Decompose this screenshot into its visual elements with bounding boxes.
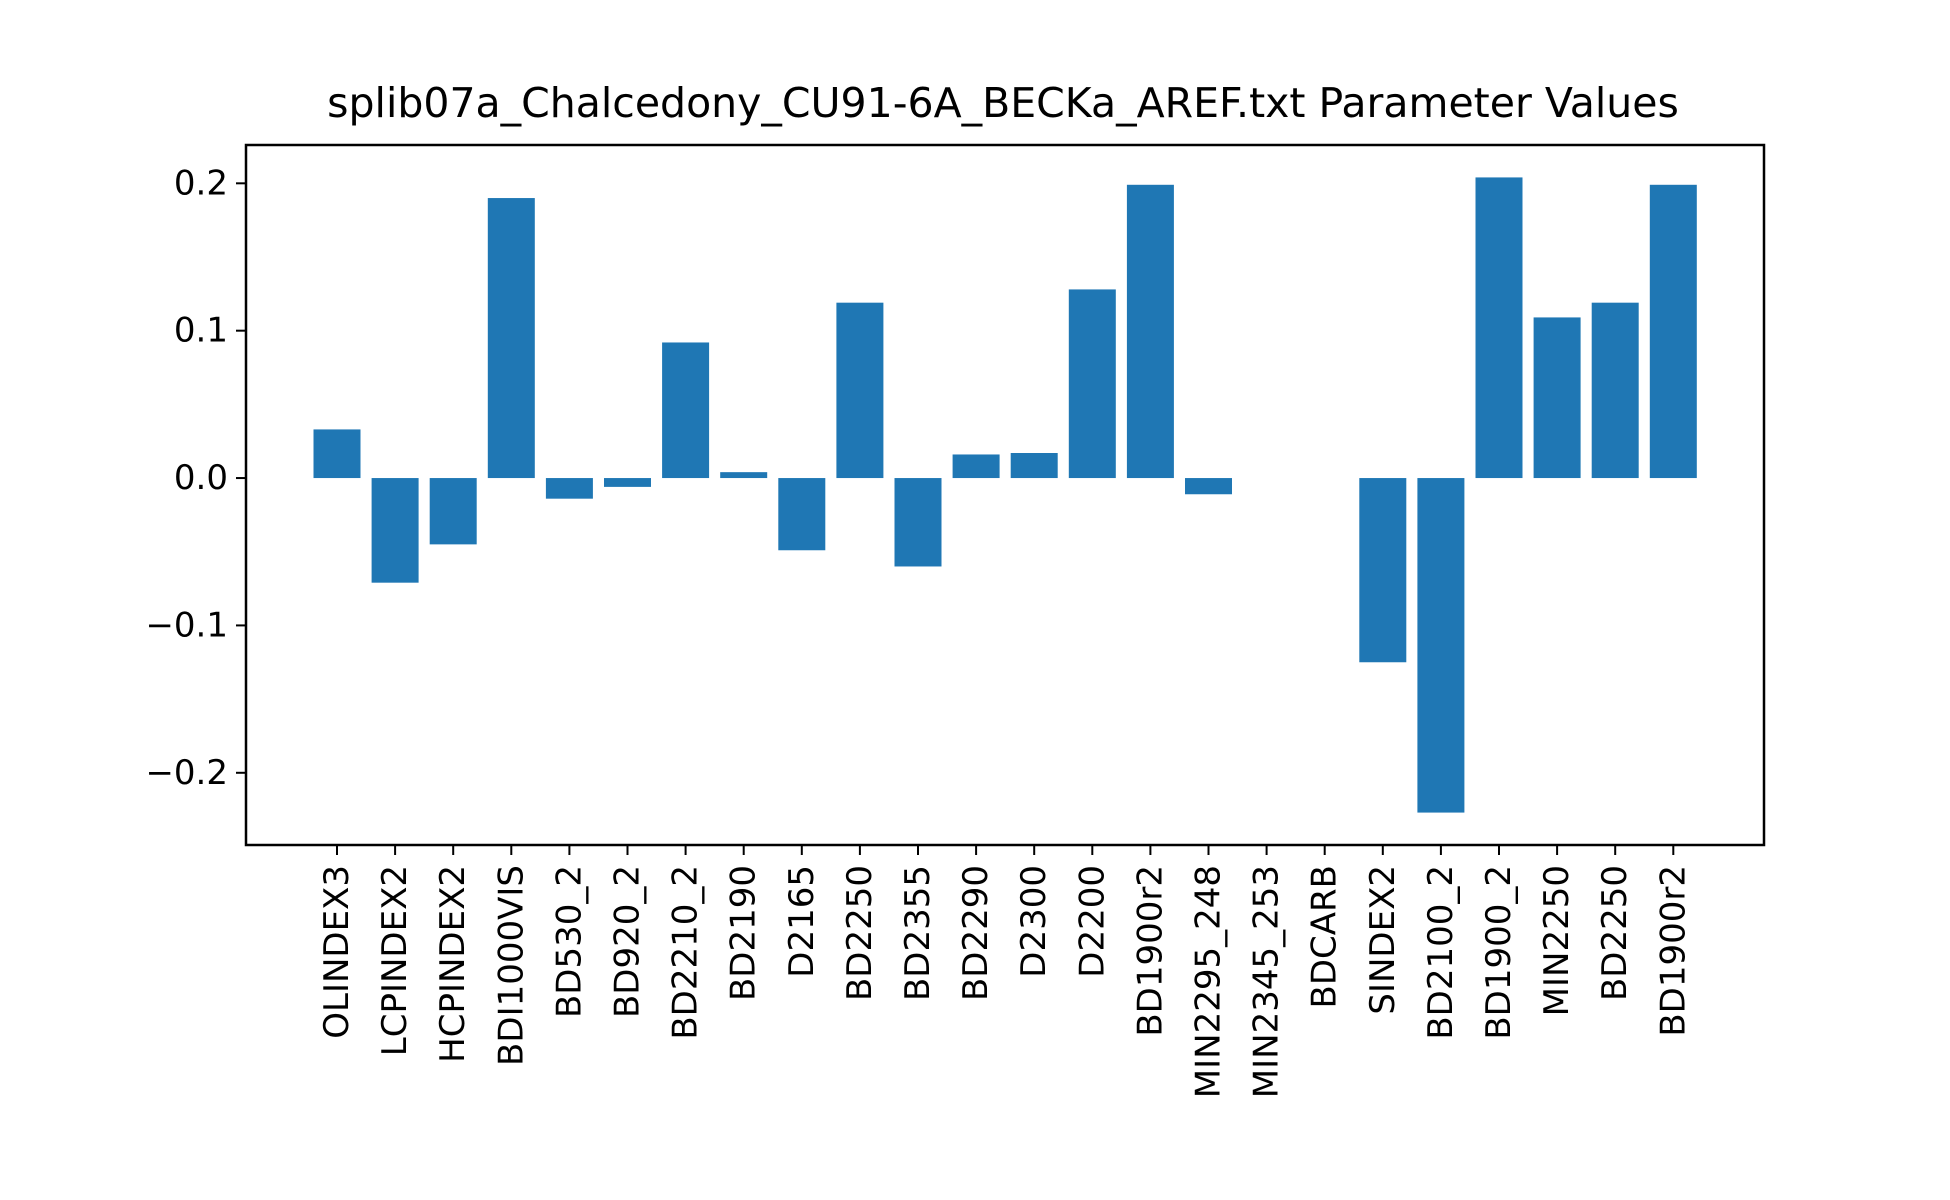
bar-d2300-12 [1010, 453, 1058, 479]
bar-bd2250-9 [836, 302, 884, 479]
x-tick-label: BD1900r2 [1130, 865, 1170, 1037]
x-tick-label: BD2190 [724, 865, 764, 1001]
x-tick-label: BD2210_2 [666, 865, 706, 1040]
bar-bd1900-2-20 [1475, 177, 1523, 479]
x-tick-label: D2200 [1072, 865, 1112, 978]
x-tick-label: BD2250 [840, 865, 880, 1001]
bar-min2295-248-15 [1185, 478, 1232, 495]
y-tick-label: 0.1 [174, 311, 228, 351]
bar-bd2210-2-6 [662, 342, 710, 479]
x-tick-label: BD1900r2 [1653, 865, 1693, 1037]
y-tick-label: −0.2 [145, 753, 228, 793]
x-tick-label: BD530_2 [549, 865, 589, 1018]
bar-d2165-8 [778, 478, 826, 551]
bar-bd1900r2-23 [1649, 184, 1697, 479]
y-tick-label: 0.0 [174, 458, 228, 498]
bar-bd920-2-5 [604, 478, 651, 487]
x-tick-label: BD2100_2 [1421, 865, 1461, 1040]
bar-sindex2-18 [1359, 478, 1407, 663]
x-tick-label: D2300 [1014, 865, 1054, 978]
x-tick-label: HCPINDEX2 [433, 865, 473, 1063]
x-tick-label: BD2290 [956, 865, 996, 1001]
bar-bd2355-10 [894, 478, 942, 567]
x-tick-label: D2165 [782, 865, 822, 978]
x-tick-label: LCPINDEX2 [375, 865, 415, 1056]
x-tick-label: SINDEX2 [1363, 865, 1403, 1015]
bar-bd2100-2-19 [1417, 478, 1465, 813]
bar-min2250-21 [1533, 317, 1581, 479]
bar-bd1900r2-14 [1126, 184, 1174, 479]
bar-lcpindex2-1 [371, 478, 419, 583]
bar-bd2290-11 [952, 454, 1000, 479]
x-tick-label: BDCARB [1305, 865, 1345, 1008]
bar-bdi1000vis-3 [487, 198, 535, 479]
bar-d2200-13 [1068, 289, 1116, 479]
x-tick-label: BD2355 [898, 865, 938, 1001]
bar-olindex3-0 [313, 429, 361, 479]
bar-bd530-2-4 [545, 478, 593, 499]
y-axis: −0.2 −0.1 0.0 0.1 0.2 [145, 163, 246, 793]
y-tick-label: 0.2 [174, 163, 228, 203]
x-tick-label: MIN2250 [1537, 865, 1577, 1016]
x-tick-label: OLINDEX3 [317, 865, 357, 1039]
x-tick-label: BD1900_2 [1479, 865, 1519, 1040]
bar-bd2190-7 [720, 472, 768, 479]
x-tick-label: BD2250 [1595, 865, 1635, 1001]
plot-frame [244, 143, 1766, 847]
x-tick-label: MIN2295_248 [1189, 865, 1229, 1098]
bar-bd2250-22 [1591, 302, 1639, 479]
y-tick-label: −0.1 [145, 605, 228, 645]
bar-hcpindex2-2 [429, 478, 477, 545]
x-tick-label: MIN2345_253 [1247, 865, 1287, 1098]
x-tick-label: BD920_2 [608, 865, 648, 1018]
chart-title: splib07a_Chalcedony_CU91-6A_BECKa_AREF.t… [327, 79, 1679, 127]
x-tick-label: BDI1000VIS [491, 865, 531, 1066]
bars-layer [313, 177, 1697, 813]
x-axis: OLINDEX3 LCPINDEX2 HCPINDEX2 BDI1000VIS BD53… [317, 845, 1693, 1098]
